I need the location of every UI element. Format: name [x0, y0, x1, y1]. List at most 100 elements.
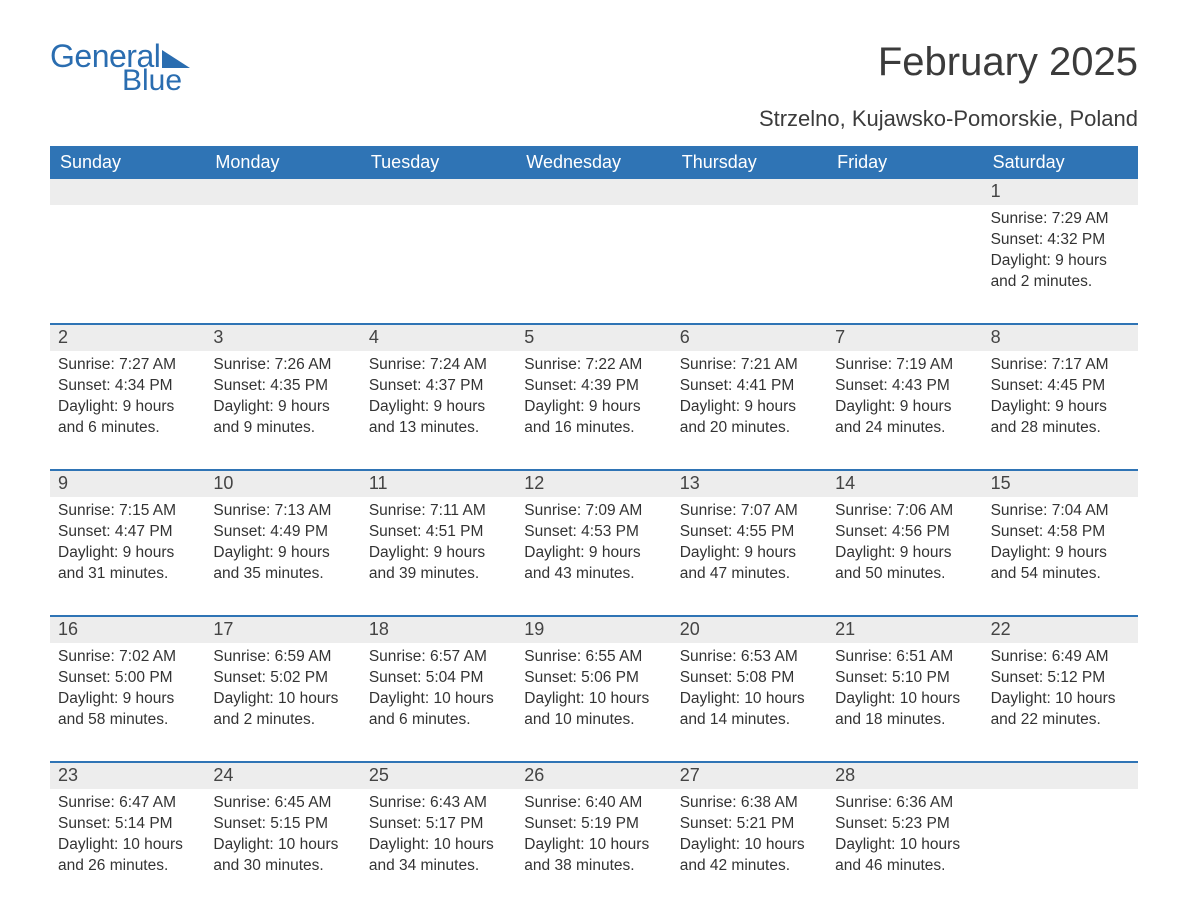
sunset-line: Sunset: 5:04 PM [369, 668, 508, 689]
day-data-cell: Sunrise: 7:21 AMSunset: 4:41 PMDaylight:… [672, 351, 827, 441]
daylight-line: Daylight: 10 hours and 22 minutes. [991, 689, 1130, 731]
day-number-cell: 17 [205, 617, 360, 643]
day-data-cell: Sunrise: 7:24 AMSunset: 4:37 PMDaylight:… [361, 351, 516, 441]
sunset-line: Sunset: 5:15 PM [213, 814, 352, 835]
daylight-line: Daylight: 9 hours and 9 minutes. [213, 397, 352, 439]
day-data-cell: Sunrise: 6:49 AMSunset: 5:12 PMDaylight:… [983, 643, 1138, 733]
daylight-line: Daylight: 9 hours and 43 minutes. [524, 543, 663, 585]
sunrise-line: Sunrise: 6:40 AM [524, 793, 663, 814]
location: Strzelno, Kujawsko-Pomorskie, Poland [50, 106, 1138, 132]
day-number-cell: 21 [827, 617, 982, 643]
day-number-cell: 6 [672, 325, 827, 351]
sunset-line: Sunset: 5:23 PM [835, 814, 974, 835]
daylight-line: Daylight: 10 hours and 46 minutes. [835, 835, 974, 877]
daylight-line: Daylight: 10 hours and 26 minutes. [58, 835, 197, 877]
day-data-cell: Sunrise: 7:07 AMSunset: 4:55 PMDaylight:… [672, 497, 827, 587]
sunrise-line: Sunrise: 7:24 AM [369, 355, 508, 376]
sunrise-line: Sunrise: 6:59 AM [213, 647, 352, 668]
sunrise-line: Sunrise: 7:27 AM [58, 355, 197, 376]
day-data-cell: Sunrise: 6:47 AMSunset: 5:14 PMDaylight:… [50, 789, 205, 879]
day-number-cell: 27 [672, 763, 827, 789]
day-data-cell: Sunrise: 7:04 AMSunset: 4:58 PMDaylight:… [983, 497, 1138, 587]
sunset-line: Sunset: 5:06 PM [524, 668, 663, 689]
sunset-line: Sunset: 4:37 PM [369, 376, 508, 397]
daylight-line: Daylight: 10 hours and 34 minutes. [369, 835, 508, 877]
sunset-line: Sunset: 5:12 PM [991, 668, 1130, 689]
sunset-line: Sunset: 4:41 PM [680, 376, 819, 397]
day-data-cell: Sunrise: 7:17 AMSunset: 4:45 PMDaylight:… [983, 351, 1138, 441]
sunrise-line: Sunrise: 7:26 AM [213, 355, 352, 376]
day-data-cell: Sunrise: 6:57 AMSunset: 5:04 PMDaylight:… [361, 643, 516, 733]
dow-header: Saturday [983, 146, 1138, 179]
daylight-line: Daylight: 9 hours and 6 minutes. [58, 397, 197, 439]
day-number-cell: 13 [672, 471, 827, 497]
day-data-cell: Sunrise: 7:26 AMSunset: 4:35 PMDaylight:… [205, 351, 360, 441]
sunrise-line: Sunrise: 6:38 AM [680, 793, 819, 814]
day-data-cell: Sunrise: 7:13 AMSunset: 4:49 PMDaylight:… [205, 497, 360, 587]
day-data-cell: Sunrise: 7:19 AMSunset: 4:43 PMDaylight:… [827, 351, 982, 441]
sunset-line: Sunset: 5:21 PM [680, 814, 819, 835]
daylight-line: Daylight: 9 hours and 50 minutes. [835, 543, 974, 585]
daylight-line: Daylight: 9 hours and 24 minutes. [835, 397, 974, 439]
daylight-line: Daylight: 10 hours and 42 minutes. [680, 835, 819, 877]
day-number-cell: 11 [361, 471, 516, 497]
sunset-line: Sunset: 4:45 PM [991, 376, 1130, 397]
day-number-cell: 18 [361, 617, 516, 643]
daylight-line: Daylight: 10 hours and 38 minutes. [524, 835, 663, 877]
day-data-cell [516, 205, 671, 295]
sunset-line: Sunset: 4:51 PM [369, 522, 508, 543]
daylight-line: Daylight: 10 hours and 10 minutes. [524, 689, 663, 731]
dow-header: Thursday [672, 146, 827, 179]
sunrise-line: Sunrise: 7:07 AM [680, 501, 819, 522]
sunset-line: Sunset: 4:58 PM [991, 522, 1130, 543]
sunset-line: Sunset: 4:32 PM [991, 230, 1130, 251]
dow-header: Tuesday [361, 146, 516, 179]
daylight-line: Daylight: 9 hours and 16 minutes. [524, 397, 663, 439]
sunset-line: Sunset: 5:19 PM [524, 814, 663, 835]
sunrise-line: Sunrise: 6:51 AM [835, 647, 974, 668]
dow-header: Wednesday [516, 146, 671, 179]
sunrise-line: Sunrise: 7:09 AM [524, 501, 663, 522]
dow-header: Friday [827, 146, 982, 179]
day-data-cell: Sunrise: 6:38 AMSunset: 5:21 PMDaylight:… [672, 789, 827, 879]
day-number-cell: 10 [205, 471, 360, 497]
day-number-cell [983, 763, 1138, 789]
sunset-line: Sunset: 5:02 PM [213, 668, 352, 689]
day-number-cell: 16 [50, 617, 205, 643]
daylight-line: Daylight: 9 hours and 2 minutes. [991, 251, 1130, 293]
sunset-line: Sunset: 5:00 PM [58, 668, 197, 689]
day-data-cell: Sunrise: 7:11 AMSunset: 4:51 PMDaylight:… [361, 497, 516, 587]
day-number-cell [827, 179, 982, 205]
sunset-line: Sunset: 4:47 PM [58, 522, 197, 543]
day-data-cell: Sunrise: 7:29 AMSunset: 4:32 PMDaylight:… [983, 205, 1138, 295]
sunrise-line: Sunrise: 7:22 AM [524, 355, 663, 376]
day-number-cell [50, 179, 205, 205]
day-number-cell: 28 [827, 763, 982, 789]
day-data-cell [361, 205, 516, 295]
daylight-line: Daylight: 9 hours and 35 minutes. [213, 543, 352, 585]
day-data-cell [672, 205, 827, 295]
day-number-cell [205, 179, 360, 205]
sunrise-line: Sunrise: 6:43 AM [369, 793, 508, 814]
day-data-cell: Sunrise: 7:22 AMSunset: 4:39 PMDaylight:… [516, 351, 671, 441]
sunrise-line: Sunrise: 7:21 AM [680, 355, 819, 376]
day-data-cell [205, 205, 360, 295]
sunrise-line: Sunrise: 7:19 AM [835, 355, 974, 376]
daylight-line: Daylight: 9 hours and 28 minutes. [991, 397, 1130, 439]
sunrise-line: Sunrise: 6:47 AM [58, 793, 197, 814]
day-data-cell: Sunrise: 6:59 AMSunset: 5:02 PMDaylight:… [205, 643, 360, 733]
day-number-cell: 26 [516, 763, 671, 789]
daylight-line: Daylight: 9 hours and 54 minutes. [991, 543, 1130, 585]
sunset-line: Sunset: 4:35 PM [213, 376, 352, 397]
sunrise-line: Sunrise: 6:36 AM [835, 793, 974, 814]
sunrise-line: Sunrise: 7:13 AM [213, 501, 352, 522]
title-block: February 2025 [878, 40, 1138, 85]
day-number-cell: 3 [205, 325, 360, 351]
day-data-cell: Sunrise: 6:36 AMSunset: 5:23 PMDaylight:… [827, 789, 982, 879]
day-number-cell: 5 [516, 325, 671, 351]
day-number-cell: 2 [50, 325, 205, 351]
day-data-cell: Sunrise: 6:43 AMSunset: 5:17 PMDaylight:… [361, 789, 516, 879]
daylight-line: Daylight: 9 hours and 31 minutes. [58, 543, 197, 585]
day-data-cell: Sunrise: 6:55 AMSunset: 5:06 PMDaylight:… [516, 643, 671, 733]
day-data-cell [983, 789, 1138, 879]
